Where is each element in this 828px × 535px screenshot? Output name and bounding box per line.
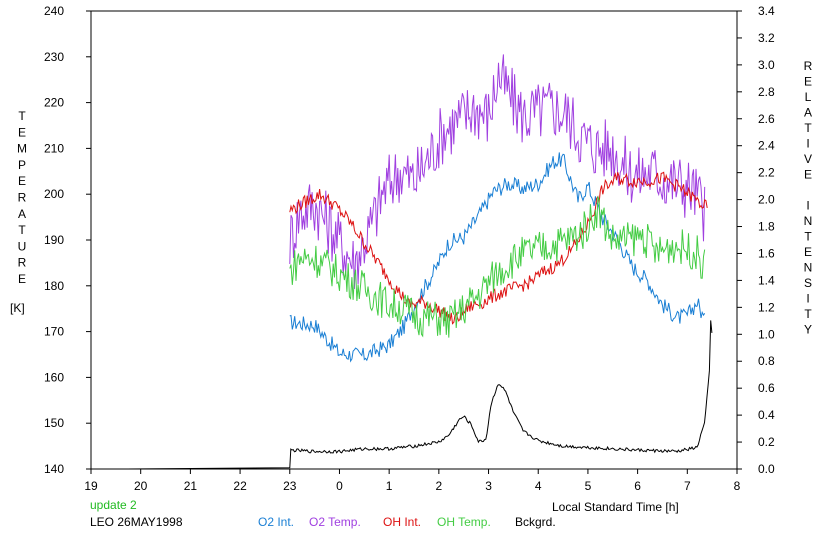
y-left-tick-label: 180 [44, 279, 64, 293]
y-right-label-letter: A [804, 106, 812, 120]
y-right-tick-label: 3.0 [758, 58, 775, 72]
y-right-tick-label: 1.2 [758, 300, 775, 314]
legend-o2-temp: O2 Temp. [309, 515, 361, 529]
y-right-label-letter: T [804, 121, 812, 135]
y-right-tick-label: 1.0 [758, 327, 775, 341]
x-tick-label: 0 [336, 479, 343, 493]
plot-frame [90, 10, 738, 470]
y-left-tick-label: 210 [44, 141, 64, 155]
y-right-label-letter: E [804, 75, 812, 89]
y-left-label-letter: T [18, 109, 26, 123]
y-right-tick-label: 0.4 [758, 408, 775, 422]
y-left-label-letter: U [18, 239, 27, 253]
x-tick-label: 22 [233, 479, 247, 493]
y-right-label-letter: I [806, 137, 809, 151]
x-axis-label: Local Standard Time [h] [552, 500, 679, 514]
y-right-tick-label: 2.8 [758, 85, 775, 99]
legend-o2-int: O2 Int. [258, 515, 295, 529]
x-tick-label: 3 [485, 479, 492, 493]
y-left-label-letter: E [18, 272, 26, 286]
update-label: update 2 [90, 498, 137, 512]
x-tick-label: 2 [436, 479, 443, 493]
y-right-tick-label: 0.6 [758, 381, 775, 395]
y-right-label-letter: S [804, 276, 812, 290]
y-right-tick-label: 3.4 [758, 4, 775, 18]
y-right-label-letter: E [804, 168, 812, 182]
x-tick-label: 4 [535, 479, 542, 493]
y-right-label-letter: V [804, 152, 812, 166]
y-right-tick-label: 1.8 [758, 220, 775, 234]
y-right-label-letter: T [804, 230, 812, 244]
series-line-oh-int [289, 171, 708, 325]
series-line-o2-temp [289, 54, 706, 290]
y-right-label-letter: I [806, 199, 809, 213]
y-right-label-letter: T [804, 307, 812, 321]
y-right-tick-label: 3.2 [758, 31, 775, 45]
y-right-label-letter: E [804, 245, 812, 259]
x-tick-label: 21 [184, 479, 198, 493]
y-right-tick-label: 1.4 [758, 273, 775, 287]
station-label: LEO 26MAY1998 [90, 515, 183, 529]
x-tick-label: 5 [585, 479, 592, 493]
series-line-bckgrd [125, 320, 713, 470]
x-tick-label: 1 [386, 479, 393, 493]
y-right-tick-label: 2.0 [758, 193, 775, 207]
y-right-label-letter: Y [804, 323, 812, 337]
y-right-tick-label: 2.4 [758, 139, 775, 153]
y-right-tick-label: 0.2 [758, 435, 775, 449]
y-left-unit-label: [K] [10, 301, 25, 315]
y-left-label-letter: M [17, 142, 27, 156]
x-tick-label: 7 [684, 479, 691, 493]
x-tick-label: 19 [84, 479, 98, 493]
series-line-oh-temp [289, 196, 706, 338]
y-right-tick-label: 2.6 [758, 112, 775, 126]
y-right-label-letter: L [805, 90, 812, 104]
x-tick-label: 6 [634, 479, 641, 493]
y-right-tick-label: 0.0 [758, 462, 775, 476]
y-left-tick-label: 140 [44, 462, 64, 476]
y-left-label-letter: T [18, 223, 26, 237]
y-left-tick-label: 200 [44, 187, 64, 201]
y-right-label-letter: N [804, 261, 813, 275]
x-tick-label: 8 [734, 479, 741, 493]
y-left-tick-label: 230 [44, 50, 64, 64]
legend-oh-temp: OH Temp. [437, 515, 491, 529]
y-right-tick-label: 1.6 [758, 246, 775, 260]
y-left-tick-label: 190 [44, 233, 64, 247]
y-left-tick-label: 160 [44, 370, 64, 384]
legend-bckgrd: Bckgrd. [515, 515, 556, 529]
x-tick-label: 20 [134, 479, 148, 493]
x-tick-label: 23 [283, 479, 297, 493]
y-left-label-letter: P [18, 158, 26, 172]
y-left-label-letter: E [18, 125, 26, 139]
y-right-tick-label: 2.2 [758, 166, 775, 180]
y-right-label-letter: N [804, 214, 813, 228]
y-left-label-letter: R [18, 256, 27, 270]
y-left-tick-label: 240 [44, 4, 64, 18]
y-left-tick-label: 220 [44, 96, 64, 110]
y-right-label-letter: R [804, 59, 813, 73]
y-left-label-letter: E [18, 174, 26, 188]
y-right-label-letter: I [806, 292, 809, 306]
y-right-tick-label: 0.8 [758, 354, 775, 368]
series-line-o2-int [289, 152, 706, 363]
y-left-label-letter: A [18, 207, 26, 221]
y-left-label-letter: R [18, 191, 27, 205]
y-left-tick-label: 150 [44, 416, 64, 430]
y-left-tick-label: 170 [44, 325, 64, 339]
legend-oh-int: OH Int. [383, 515, 422, 529]
